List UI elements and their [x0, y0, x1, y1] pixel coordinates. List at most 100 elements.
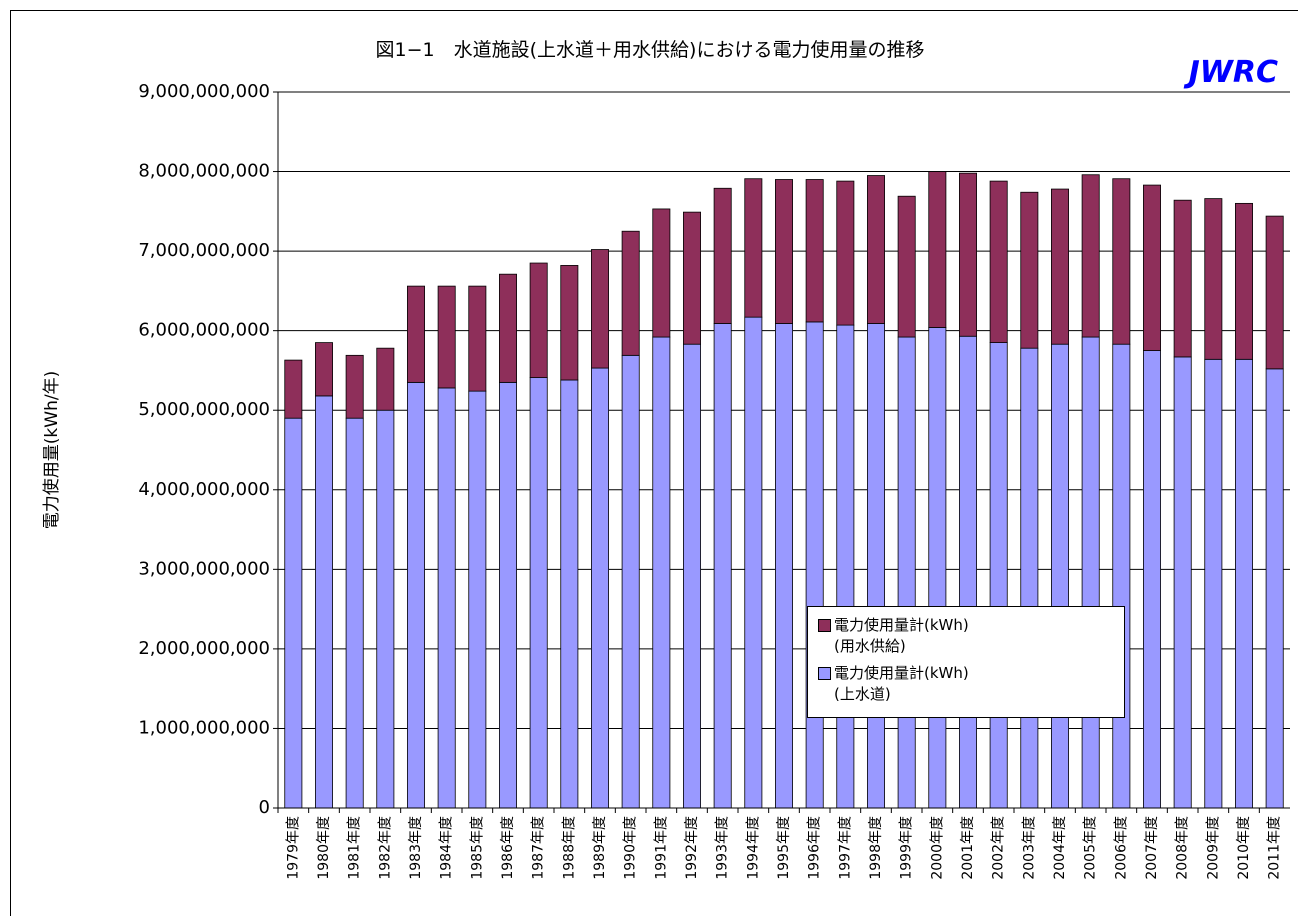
bar-segment: [315, 395, 333, 809]
y-tick-label: 2,000,000,000: [138, 638, 270, 659]
x-tick-label: 1999年度: [899, 816, 915, 880]
x-tick-label: 1982年度: [377, 816, 393, 880]
bar-segment: [1020, 347, 1039, 809]
bar-segment: [560, 379, 579, 809]
y-tick-label: 3,000,000,000: [138, 558, 270, 579]
x-tick-label: 1988年度: [561, 816, 577, 880]
bar-segment: [529, 377, 548, 809]
x-tick-label: 2011年度: [1267, 816, 1283, 880]
y-tick-label: 5,000,000,000: [138, 399, 270, 420]
x-tick-label: 1996年度: [807, 816, 823, 880]
bar-segment: [652, 336, 671, 809]
x-tick-label: 1987年度: [531, 816, 547, 880]
x-tick-label: 2003年度: [1021, 816, 1037, 880]
bar-segment: [376, 409, 395, 809]
bar-segment: [867, 175, 885, 324]
y-tick-label: 7,000,000,000: [138, 240, 270, 261]
chart-title: 図1−1 水道施設(上水道＋用水供給)における電力使用量の推移: [376, 39, 925, 61]
bar-segment: [1204, 198, 1223, 360]
x-tick-label: 1989年度: [592, 816, 608, 880]
bar-segment: [1265, 368, 1284, 809]
x-tick-label: 1981年度: [347, 816, 363, 880]
bar-segment: [376, 347, 395, 411]
y-tick-label: 6,000,000,000: [138, 320, 270, 341]
bar-segment: [989, 342, 1008, 809]
bar-segment: [805, 321, 824, 809]
bar-segment: [1081, 336, 1100, 809]
bar-segment: [407, 381, 425, 809]
x-tick-label: 2001年度: [960, 816, 976, 880]
bar-segment: [591, 249, 609, 369]
x-tick-label: 1994年度: [745, 816, 761, 880]
bar-segment: [775, 323, 793, 809]
bar-segment: [867, 323, 885, 809]
bar-segment: [437, 285, 456, 389]
bar-segment: [744, 178, 763, 318]
bar-segment: [959, 335, 977, 809]
bar-segment: [836, 324, 855, 809]
x-tick-label: 1998年度: [868, 816, 884, 880]
x-tick-label: 1985年度: [469, 816, 485, 880]
x-tick-label: 2009年度: [1205, 816, 1221, 880]
bar-segment: [897, 195, 916, 338]
bar-segment: [284, 417, 303, 809]
bar-segment: [1051, 343, 1069, 809]
bar-segment: [713, 323, 732, 809]
x-tick-label: 1991年度: [653, 816, 669, 880]
bar-segment: [775, 179, 793, 324]
bar-segment: [1173, 356, 1192, 809]
bar-segment: [1235, 202, 1253, 360]
y-tick-label: 4,000,000,000: [138, 479, 270, 500]
bar-segment: [1204, 358, 1223, 809]
x-tick-label: 1984年度: [439, 816, 455, 880]
x-tick-label: 2000年度: [929, 816, 945, 880]
x-tick-label: 2004年度: [1052, 816, 1068, 880]
legend-swatch: [818, 667, 831, 680]
x-tick-label: 2007年度: [1144, 816, 1160, 880]
x-tick-label: 2008年度: [1175, 816, 1191, 880]
bar-segment: [468, 390, 487, 809]
x-tick-label: 1990年度: [623, 816, 639, 880]
bar-segment: [928, 327, 947, 809]
bar-segment: [621, 230, 640, 356]
bar-segment: [836, 180, 855, 326]
bar-segment: [683, 211, 701, 345]
bar-segment: [652, 208, 671, 338]
x-tick-label: 1992年度: [684, 816, 700, 880]
bar-segment: [437, 387, 456, 809]
y-axis-label: 電力使用量(kWh/年): [41, 371, 62, 529]
bar-segment: [1173, 199, 1192, 358]
chart-frame: [10, 10, 1298, 916]
bar-segment: [1235, 358, 1253, 809]
bar-segment: [1112, 343, 1131, 809]
x-tick-label: 1997年度: [837, 816, 853, 880]
y-tick-label: 8,000,000,000: [138, 161, 270, 182]
bar-segment: [1143, 350, 1161, 809]
x-tick-label: 1980年度: [316, 816, 332, 880]
legend-swatch: [818, 619, 831, 632]
x-tick-label: 1986年度: [500, 816, 516, 880]
bar-segment: [1265, 215, 1284, 370]
x-tick-label: 2006年度: [1113, 816, 1129, 880]
bar-segment: [1081, 174, 1100, 338]
legend-label: 電力使用量計(kWh) (用水供給): [834, 616, 969, 655]
bar-segment: [499, 381, 517, 809]
x-tick-label: 1993年度: [715, 816, 731, 880]
bar-segment: [1143, 184, 1161, 351]
bar-segment: [345, 354, 364, 419]
legend-label: 電力使用量計(kWh) (上水道): [834, 664, 969, 703]
legend: 電力使用量計(kWh) (用水供給) 電力使用量計(kWh) (上水道): [807, 606, 1125, 718]
bar-segment: [499, 273, 517, 383]
x-tick-label: 2010年度: [1236, 816, 1252, 880]
bar-segment: [805, 179, 824, 323]
x-tick-label: 1979年度: [285, 816, 301, 880]
bar-segment: [713, 187, 732, 324]
bar-segment: [284, 359, 303, 419]
bar-segment: [529, 262, 548, 379]
bar-segment: [468, 285, 487, 392]
y-tick-label: 1,000,000,000: [138, 717, 270, 738]
x-tick-label: 1983年度: [408, 816, 424, 880]
legend-entry: 電力使用量計(kWh) (用水供給): [818, 615, 1114, 657]
